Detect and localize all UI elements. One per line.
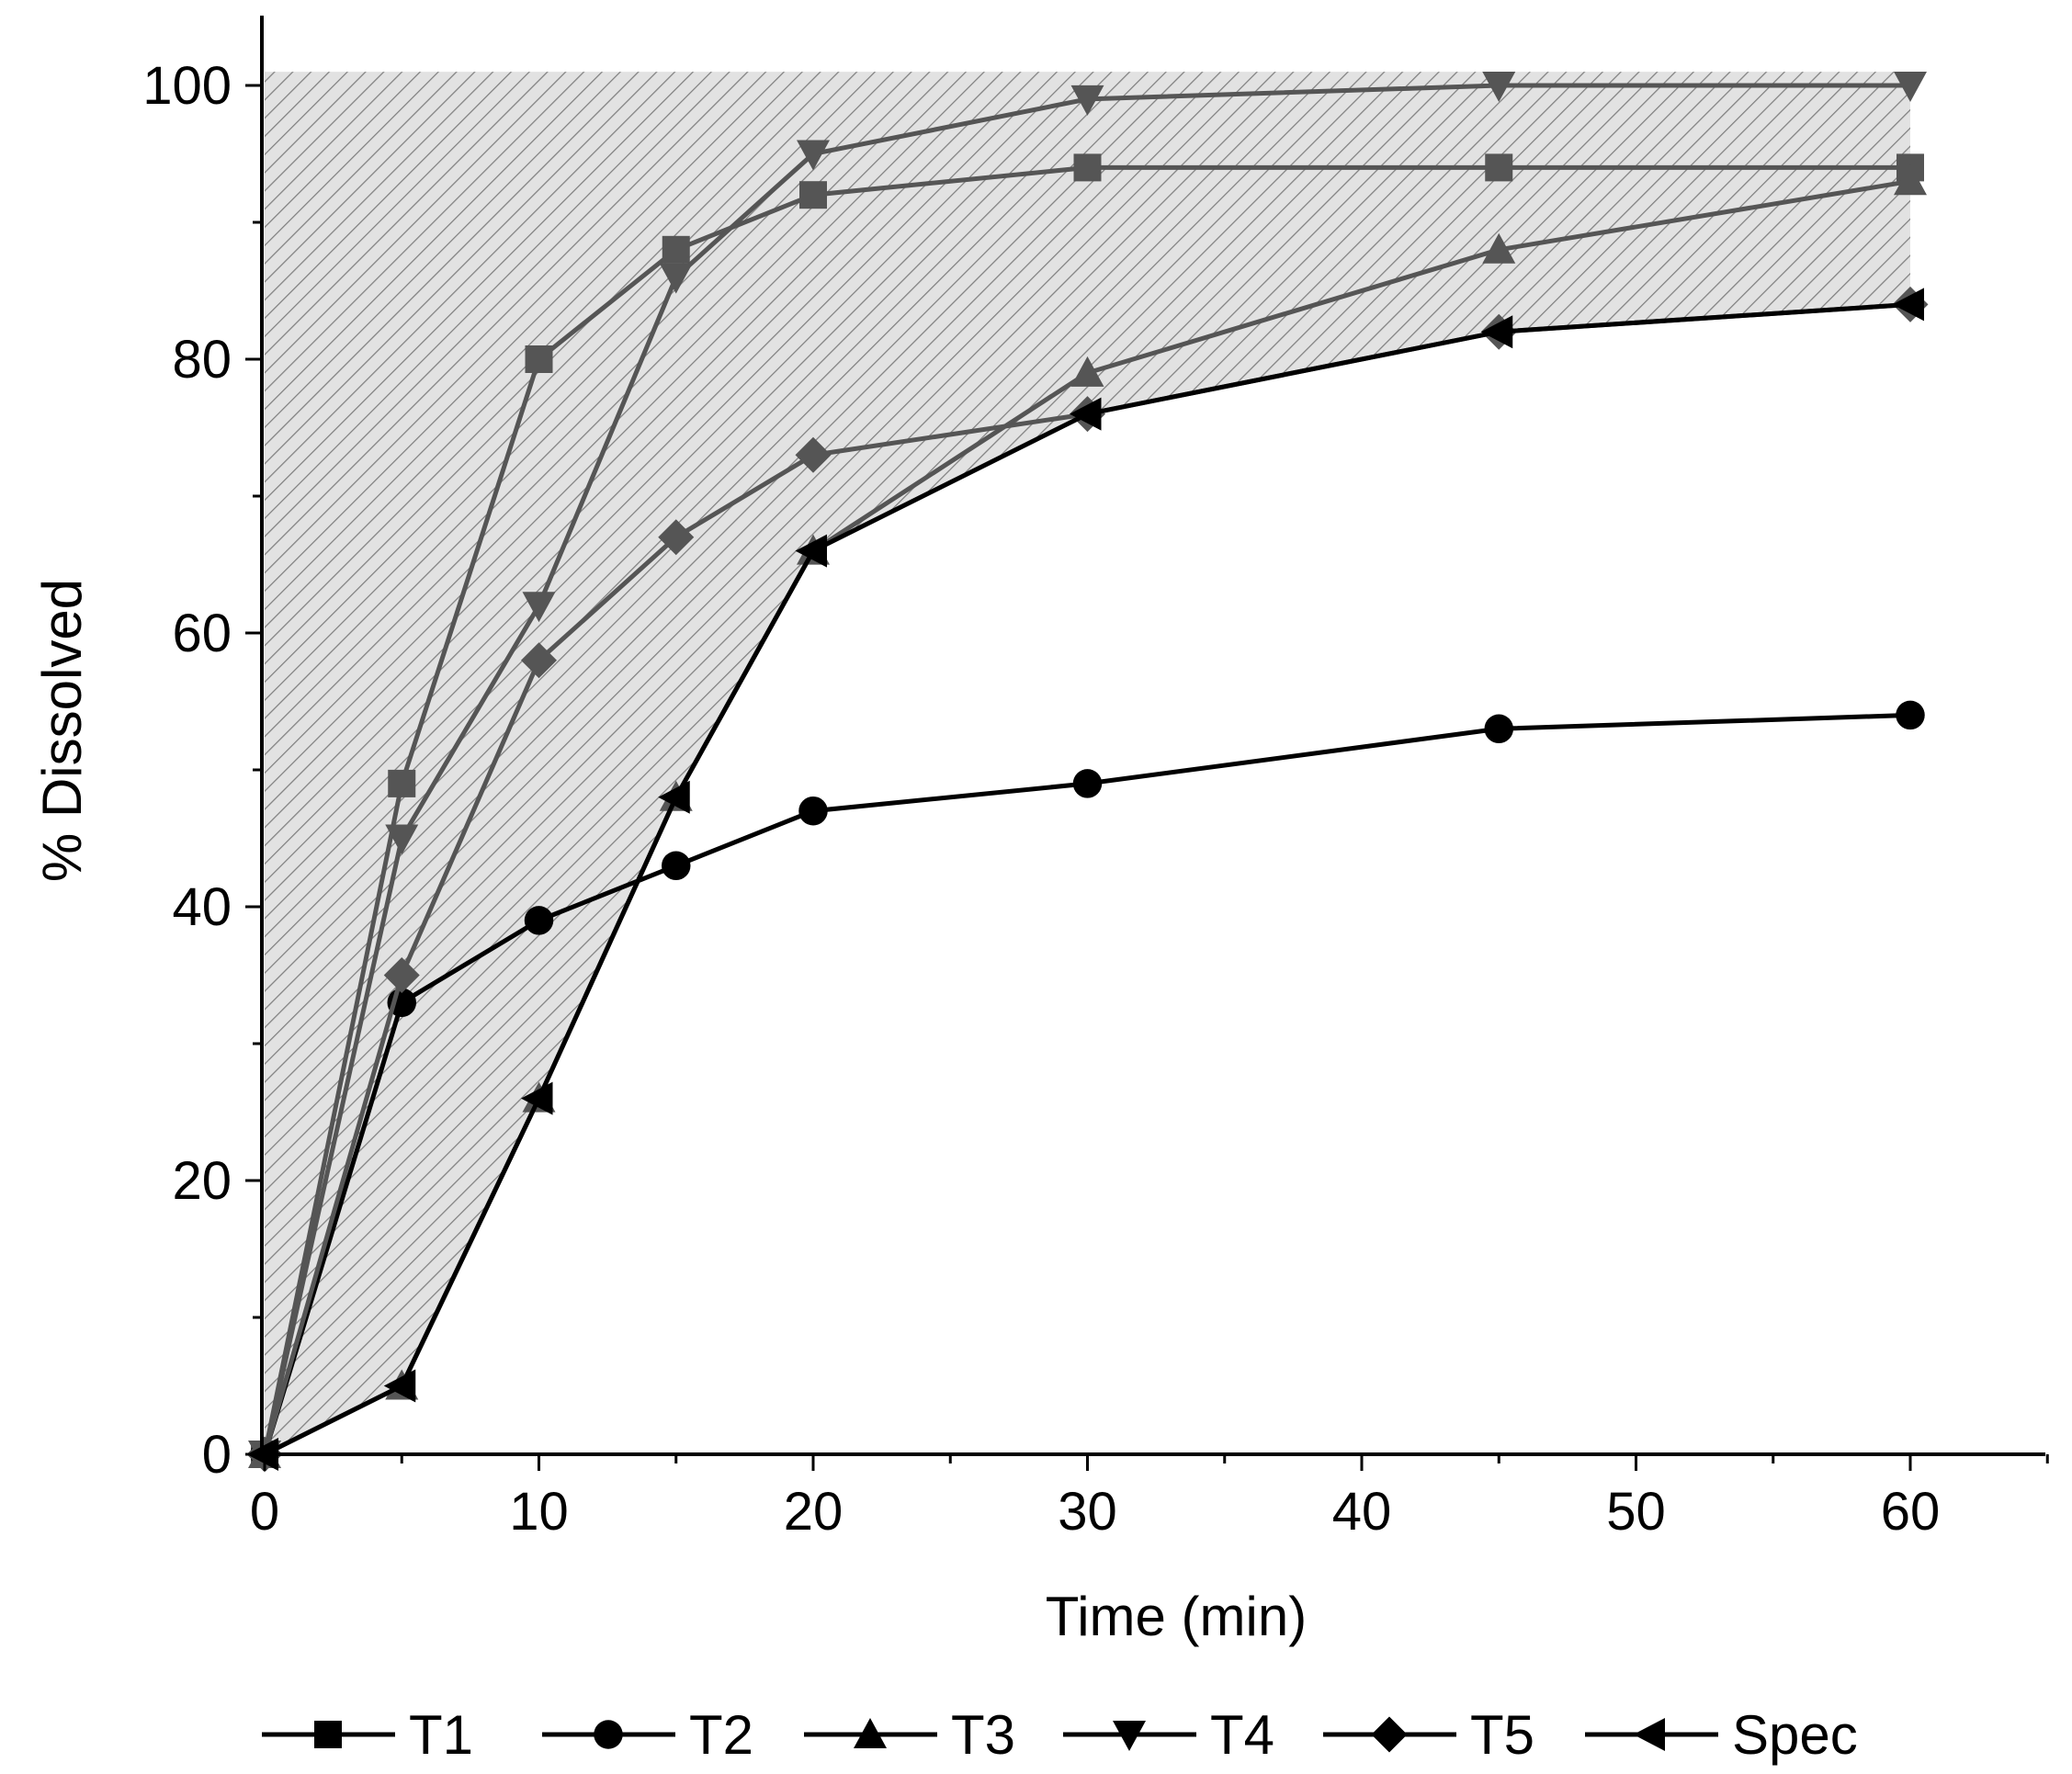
legend-marker-triangle-down [1113, 1721, 1146, 1751]
data-point-spec [658, 780, 690, 814]
y-axis-title: % Dissolved [31, 579, 93, 882]
x-tick-label: 20 [784, 1482, 844, 1542]
series-line-t4 [262, 83, 1910, 1455]
series-line-spec [263, 301, 1911, 1457]
data-point-t4 [1482, 72, 1516, 102]
x-tick-label: 0 [250, 1482, 279, 1542]
legend-item-spec: Spec [1585, 1704, 1858, 1766]
data-point-t1 [1485, 153, 1513, 182]
legend-label: T3 [951, 1704, 1015, 1766]
data-point-t2 [1896, 700, 1925, 730]
data-point-spec [795, 534, 827, 568]
data-point-spec [1070, 397, 1102, 431]
legend-item-t2: T2 [542, 1704, 753, 1766]
y-tick-label: 0 [202, 1425, 232, 1485]
x-tick-label: 60 [1881, 1482, 1941, 1542]
series-t1 [251, 153, 1924, 1468]
data-point-t1 [525, 345, 553, 373]
data-point-t1 [1073, 153, 1102, 182]
y-tick-label: 60 [172, 604, 232, 663]
data-point-t4 [1070, 85, 1104, 116]
y-tick-label: 100 [142, 56, 232, 116]
x-tick-label: 10 [509, 1482, 569, 1542]
legend-marker-diamond [1371, 1716, 1408, 1753]
data-point-spec [383, 1369, 416, 1403]
data-point-spec [1892, 288, 1924, 322]
data-point-t4 [385, 824, 419, 855]
data-point-t4 [522, 592, 556, 623]
legend-item-t1: T1 [262, 1704, 473, 1766]
data-point-t2 [524, 906, 554, 935]
legend-marker-square [314, 1721, 342, 1748]
legend-label: T1 [409, 1704, 473, 1766]
legend-item-t3: T3 [804, 1704, 1015, 1766]
legend-marker-triangle-left [1633, 1718, 1665, 1751]
legend-item-t4: T4 [1063, 1704, 1274, 1766]
data-point-t2 [662, 851, 691, 881]
series-line-t1 [262, 164, 1910, 1455]
legend-item-t5: T5 [1323, 1704, 1534, 1766]
data-point-t1 [799, 181, 827, 209]
legend: T1 T2 T3 T4 T5 Spec [262, 1704, 1858, 1766]
x-tick-label: 50 [1606, 1482, 1666, 1542]
y-tick-label: 40 [172, 877, 232, 937]
data-point-t1 [388, 769, 416, 797]
data-point-t3 [1070, 356, 1104, 387]
data-point-t2 [1484, 714, 1513, 744]
legend-label: Spec [1732, 1704, 1858, 1766]
x-axis-title: Time (min) [1046, 1586, 1307, 1647]
data-point-t5 [795, 436, 832, 473]
spec-shaded-band [265, 72, 1910, 1455]
legend-marker-circle [594, 1720, 623, 1749]
x-tick-label: 40 [1332, 1482, 1392, 1542]
legend-label: T2 [689, 1704, 753, 1766]
data-point-t5 [521, 642, 557, 679]
series-line-t2 [262, 712, 1911, 1455]
data-point-t3 [1482, 232, 1516, 264]
data-point-t4 [797, 140, 830, 171]
series-spec [246, 288, 1924, 1471]
y-tick-label: 20 [172, 1151, 232, 1211]
data-point-spec [521, 1081, 553, 1115]
data-point-t3 [1894, 164, 1927, 196]
y-tick-label: 80 [172, 330, 232, 390]
legend-label: T5 [1470, 1704, 1534, 1766]
data-point-t5 [383, 957, 420, 993]
data-point-t4 [1894, 72, 1927, 102]
data-point-t2 [1072, 769, 1103, 798]
data-point-t1 [662, 235, 690, 264]
data-point-spec [1480, 315, 1513, 349]
data-point-t4 [659, 263, 693, 294]
x-tick-label: 30 [1058, 1482, 1117, 1542]
legend-marker-triangle-up [854, 1718, 887, 1748]
data-point-t2 [798, 796, 828, 826]
legend-label: T4 [1210, 1704, 1274, 1766]
data-point-t5 [658, 519, 695, 556]
